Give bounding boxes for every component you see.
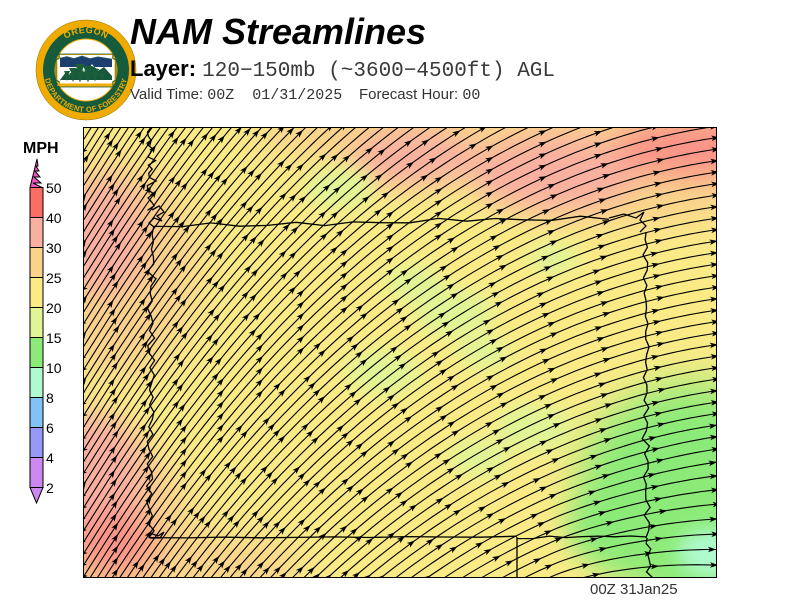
svg-text:10: 10 [46,360,62,376]
svg-text:8: 8 [46,390,54,406]
svg-text:50: 50 [46,180,62,196]
svg-text:30: 30 [46,240,62,256]
svg-text:40: 40 [46,210,62,226]
svg-text:6: 6 [46,420,54,436]
svg-text:MPH: MPH [23,140,59,157]
svg-text:2: 2 [46,480,54,496]
svg-text:4: 4 [46,450,54,466]
svg-text:15: 15 [46,330,62,346]
svg-text:20: 20 [46,300,62,316]
svg-text:25: 25 [46,270,62,286]
